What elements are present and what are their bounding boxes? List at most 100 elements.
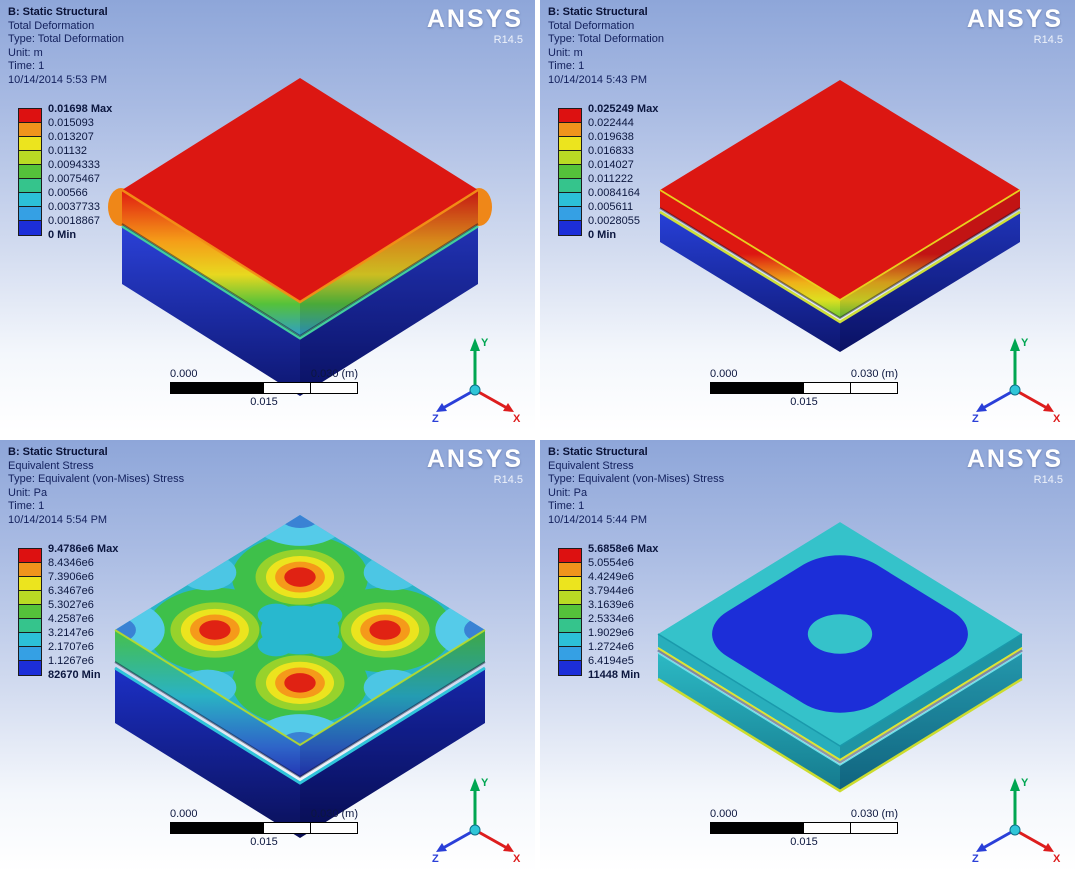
legend-label: 6.4194e5 — [588, 655, 634, 667]
legend-band — [19, 137, 41, 151]
triad-x-label: X — [1053, 413, 1061, 424]
legend-label: 82670 Min — [48, 669, 101, 681]
scale-bar-segment — [263, 823, 310, 833]
model-top-plate — [659, 80, 1021, 320]
legend-label: 0.022444 — [588, 117, 634, 129]
z-axis-arrow — [442, 828, 476, 850]
legend-band — [559, 179, 581, 193]
x-axis-arrow — [474, 828, 508, 850]
analysis-title: B: Static Structural — [548, 6, 648, 18]
analysis-title: B: Static Structural — [8, 6, 108, 18]
scale-bar-segment — [310, 823, 357, 833]
legend-band — [559, 221, 581, 235]
legend-label: 3.1639e6 — [588, 599, 634, 611]
legend-band — [559, 123, 581, 137]
legend-label: 6.3467e6 — [48, 585, 94, 597]
ansys-logo: ANSYS R14.5 — [967, 446, 1063, 487]
legend-band — [559, 619, 581, 633]
scale-min-label: 0.000 — [170, 808, 198, 820]
scale-bar-segment — [850, 823, 897, 833]
model-3d-view[interactable] — [540, 0, 1075, 432]
x-axis-arrow — [1014, 388, 1048, 410]
legend-label: 0.014027 — [588, 159, 634, 171]
result-datetime: 10/14/2014 5:54 PM — [8, 513, 108, 526]
z-axis-arrow — [982, 828, 1016, 850]
legend-color-bar — [18, 548, 42, 676]
scale-min-label: 0.000 — [710, 808, 738, 820]
triad-y-label: Y — [481, 777, 489, 789]
legend-band — [19, 619, 41, 633]
result-info-block: B: Static Structural Equivalent Stress T… — [548, 446, 724, 527]
scale-ruler: 0.000 0.030 (m) 0.015 — [710, 808, 898, 848]
legend-label: 0.0075467 — [48, 173, 100, 185]
triad-y-label: Y — [1021, 777, 1029, 789]
scale-bar-segment — [310, 383, 357, 393]
scale-ruler: 0.000 0.030 (m) 0.015 — [170, 808, 358, 848]
orientation-triad[interactable]: Y X Z — [971, 772, 1063, 864]
legend-band — [19, 221, 41, 235]
result-name: Equivalent Stress — [548, 459, 634, 472]
scale-min-label: 0.000 — [170, 368, 198, 380]
scale-bar-segment — [850, 383, 897, 393]
ansys-brand-text: ANSYS — [966, 5, 1063, 33]
result-unit: Unit: Pa — [548, 486, 588, 499]
legend-band — [19, 647, 41, 661]
legend-label: 3.7944e6 — [588, 585, 634, 597]
result-time: Time: 1 — [8, 500, 45, 512]
viewport-panel-equivalent-stress-1: B: Static Structural Equivalent Stress T… — [0, 440, 535, 872]
y-axis-arrowhead — [1010, 338, 1020, 351]
model-top-plate — [108, 78, 492, 338]
scale-ruler: 0.000 0.030 (m) 0.015 — [170, 368, 358, 408]
scale-max-label: 0.030 (m) — [850, 368, 898, 380]
scale-max-label: 0.030 (m) — [850, 808, 898, 820]
center-stress-spot — [807, 614, 873, 654]
result-time: Time: 1 — [548, 60, 585, 72]
model-3d-view[interactable] — [0, 0, 535, 432]
legend-band — [19, 179, 41, 193]
legend-band — [559, 109, 581, 123]
legend-label: 5.3027e6 — [48, 599, 94, 611]
stress-hotspot — [255, 549, 345, 605]
analysis-title: B: Static Structural — [548, 446, 648, 458]
legend-band — [19, 123, 41, 137]
ansys-logo: ANSYS R14.5 — [427, 446, 523, 487]
legend-label: 1.9029e6 — [588, 627, 634, 639]
legend-label: 9.4786e6 Max — [48, 543, 119, 555]
model-bottom-plate — [114, 666, 486, 838]
scale-max-label: 0.030 (m) — [310, 368, 358, 380]
result-type: Type: Total Deformation — [8, 33, 124, 45]
x-axis-arrowhead — [503, 403, 514, 412]
legend-color-bar — [558, 548, 582, 676]
scale-max-label: 0.030 (m) — [310, 808, 358, 820]
model-3d-view[interactable] — [0, 440, 535, 872]
scale-mid-label: 0.015 — [790, 836, 818, 848]
z-axis-arrowhead — [976, 843, 987, 852]
orientation-triad[interactable]: Y X Z — [431, 772, 523, 864]
legend-label: 4.2587e6 — [48, 613, 94, 625]
result-unit: Unit: m — [548, 46, 583, 59]
legend-label: 2.5334e6 — [588, 613, 634, 625]
orientation-triad[interactable]: Y X Z — [431, 332, 523, 424]
legend-label: 2.1707e6 — [48, 641, 94, 653]
x-axis-arrow — [474, 388, 508, 410]
scale-mid-label: 0.015 — [250, 836, 278, 848]
scale-bar-segment — [263, 383, 310, 393]
model-top-plate — [114, 515, 486, 779]
legend-band — [559, 591, 581, 605]
result-info-block: B: Static Structural Total Deformation T… — [8, 6, 124, 87]
orientation-triad[interactable]: Y X Z — [971, 332, 1063, 424]
result-time: Time: 1 — [8, 60, 45, 72]
y-axis-arrowhead — [470, 778, 480, 791]
model-3d-view[interactable] — [540, 440, 1075, 872]
stress-hotspot — [255, 655, 345, 711]
model-bottom-plate — [659, 210, 1021, 352]
legend-band — [19, 165, 41, 179]
legend-label: 0.005611 — [588, 201, 634, 213]
legend-band — [19, 591, 41, 605]
legend-band — [19, 207, 41, 221]
analysis-title: B: Static Structural — [8, 446, 108, 458]
x-axis-arrowhead — [1043, 403, 1054, 412]
y-axis-arrowhead — [1010, 778, 1020, 791]
legend-band — [19, 563, 41, 577]
result-datetime: 10/14/2014 5:43 PM — [548, 73, 648, 86]
